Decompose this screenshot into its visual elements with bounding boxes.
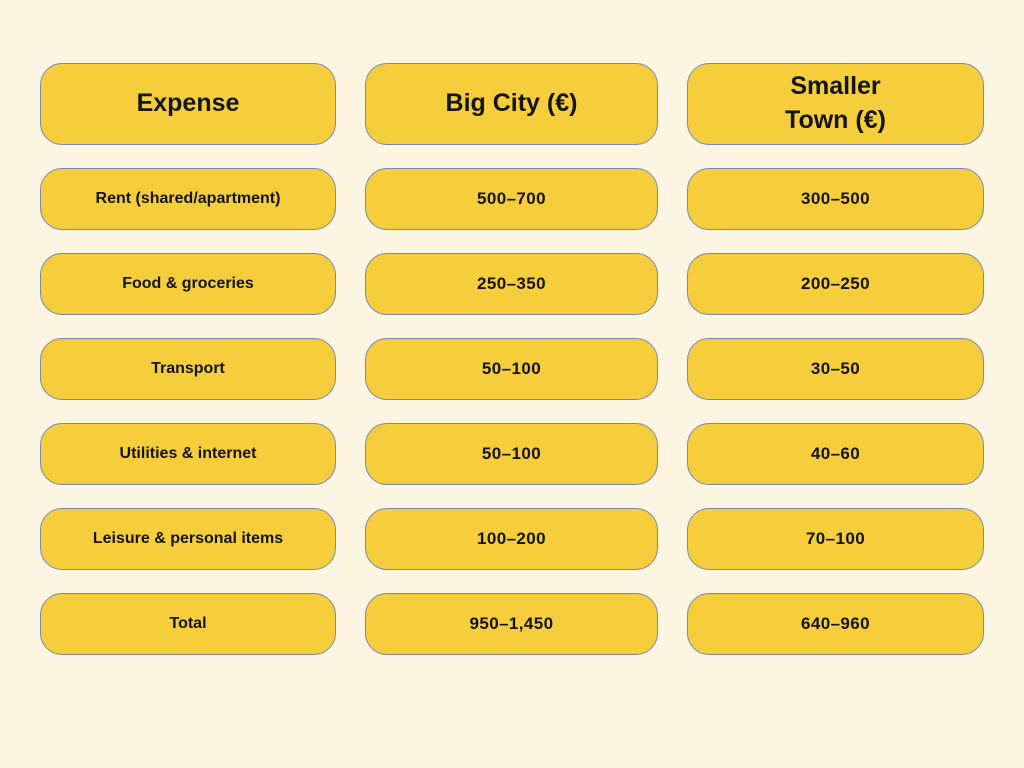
smaller-town-value-food: 200–250 — [687, 253, 984, 315]
big-city-value-total: 950–1,450 — [365, 593, 658, 655]
big-city-value-utilities: 50–100 — [365, 423, 658, 485]
header-cell-expense: Expense — [40, 63, 336, 145]
smaller-town-value-total: 640–960 — [687, 593, 984, 655]
big-city-value-transport: 50–100 — [365, 338, 658, 400]
expense-label-total: Total — [40, 593, 336, 655]
expense-label-transport: Transport — [40, 338, 336, 400]
expense-label-rent: Rent (shared/apartment) — [40, 168, 336, 230]
expense-label-food: Food & groceries — [40, 253, 336, 315]
header-cell-smaller-town: Smaller Town (€) — [687, 63, 984, 145]
big-city-value-leisure: 100–200 — [365, 508, 658, 570]
big-city-value-rent: 500–700 — [365, 168, 658, 230]
expense-label-utilities: Utilities & internet — [40, 423, 336, 485]
smaller-town-value-transport: 30–50 — [687, 338, 984, 400]
smaller-town-value-rent: 300–500 — [687, 168, 984, 230]
expense-comparison-table: Expense Big City (€) Smaller Town (€) Re… — [40, 63, 984, 655]
header-cell-big-city: Big City (€) — [365, 63, 658, 145]
big-city-value-food: 250–350 — [365, 253, 658, 315]
smaller-town-value-leisure: 70–100 — [687, 508, 984, 570]
smaller-town-value-utilities: 40–60 — [687, 423, 984, 485]
expense-label-leisure: Leisure & personal items — [40, 508, 336, 570]
